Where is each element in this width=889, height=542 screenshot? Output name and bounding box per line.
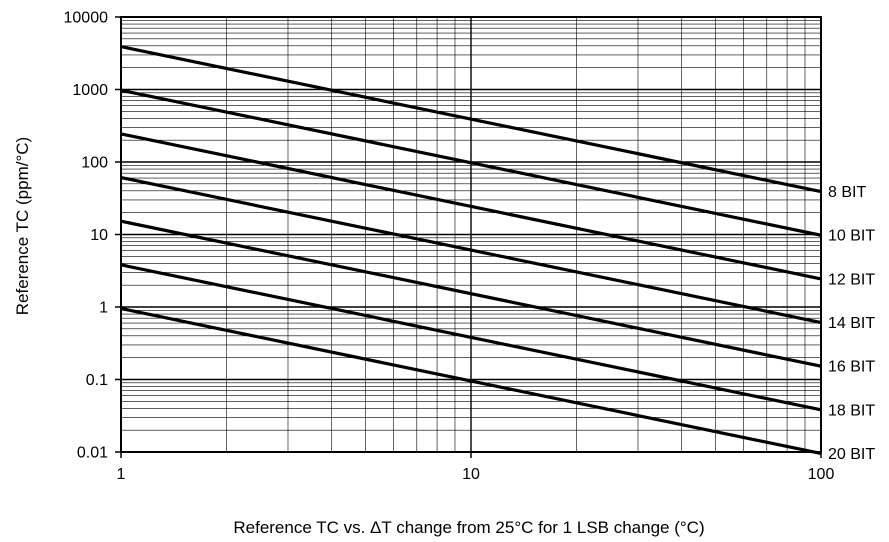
y-tick-label: 1000 — [72, 82, 108, 99]
series-label: 8 BIT — [828, 184, 866, 201]
y-tick-label: 10000 — [64, 10, 109, 27]
series-labels: 8 BIT 10 BIT 12 BIT 14 BIT 16 BIT 18 BIT 20 BI… — [828, 184, 875, 463]
series-line — [120, 132, 822, 281]
x-tick-label: 1 — [117, 466, 126, 483]
series-line — [120, 263, 822, 412]
series-line — [120, 45, 822, 194]
series-line — [120, 219, 822, 368]
y-tick-label: 0.01 — [77, 445, 108, 462]
x-tick-label: 10 — [462, 466, 480, 483]
y-tick-label: 1 — [99, 300, 108, 317]
axis-ticks: 0.01 0.1 1 10 100 1000 10000 1 10 100 — [64, 10, 835, 484]
series-label: 18 BIT — [828, 402, 875, 419]
y-tick-label: 100 — [81, 155, 108, 172]
series-line — [120, 175, 822, 325]
series-label: 14 BIT — [828, 315, 875, 332]
y-axis-label: Reference TC (ppm/°C) — [13, 137, 32, 315]
y-tick-label: 0.1 — [86, 372, 108, 389]
series-label: 12 BIT — [828, 271, 875, 288]
series-label: 16 BIT — [828, 359, 875, 376]
series-line — [120, 306, 822, 456]
x-tick-label: 100 — [808, 466, 835, 483]
y-tick-label: 10 — [90, 227, 108, 244]
series-line — [120, 88, 822, 237]
x-axis-label: Reference TC vs. ΔT change from 25°C for… — [233, 518, 704, 537]
series-label: 10 BIT — [828, 228, 875, 245]
series-label: 20 BIT — [828, 446, 875, 463]
series-lines — [120, 45, 822, 456]
